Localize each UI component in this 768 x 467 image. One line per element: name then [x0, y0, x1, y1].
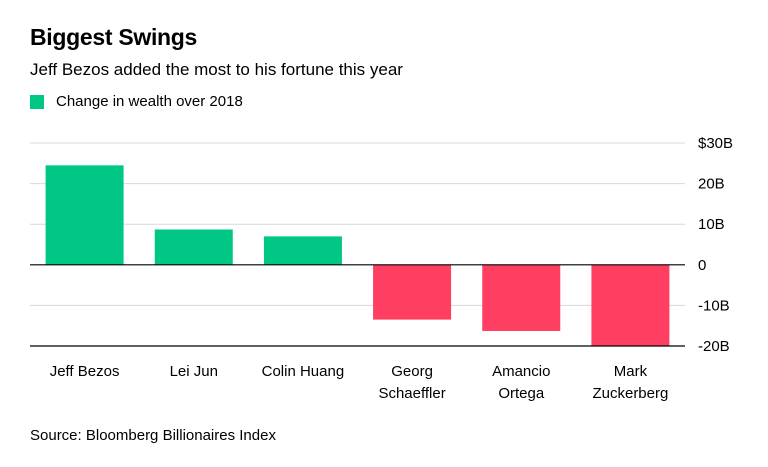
- x-category-label: Jeff Bezos: [50, 363, 120, 380]
- bar: [45, 165, 124, 265]
- x-category-label: Schaeffler: [378, 385, 445, 402]
- x-category-label: Ortega: [498, 385, 545, 402]
- bar: [482, 264, 561, 331]
- legend: Change in wealth over 2018: [30, 93, 243, 110]
- y-tick-label: -20B: [698, 338, 730, 355]
- y-tick-label: $30B: [698, 135, 733, 152]
- x-category-label: Lei Jun: [170, 363, 218, 380]
- legend-swatch: [30, 94, 44, 109]
- x-category-label: Mark: [614, 363, 648, 380]
- bar: [263, 236, 342, 265]
- y-tick-label: 0: [698, 257, 706, 274]
- legend-label: Change in wealth over 2018: [56, 93, 243, 110]
- y-tick-label: 10B: [698, 216, 725, 233]
- chart-subtitle: Jeff Bezos added the most to his fortune…: [30, 60, 403, 79]
- x-category-label: Colin Huang: [262, 363, 345, 380]
- x-category-label: Amancio: [492, 363, 550, 380]
- bar: [591, 264, 670, 346]
- x-category-label: Georg: [391, 363, 433, 380]
- chart-title: Biggest Swings: [30, 24, 198, 50]
- y-tick-label: 20B: [698, 176, 725, 193]
- source-note: Source: Bloomberg Billionaires Index: [30, 427, 276, 444]
- bar: [373, 264, 452, 320]
- y-tick-label: -10B: [698, 297, 730, 314]
- x-category-label: Zuckerberg: [592, 385, 668, 402]
- bar: [154, 229, 233, 265]
